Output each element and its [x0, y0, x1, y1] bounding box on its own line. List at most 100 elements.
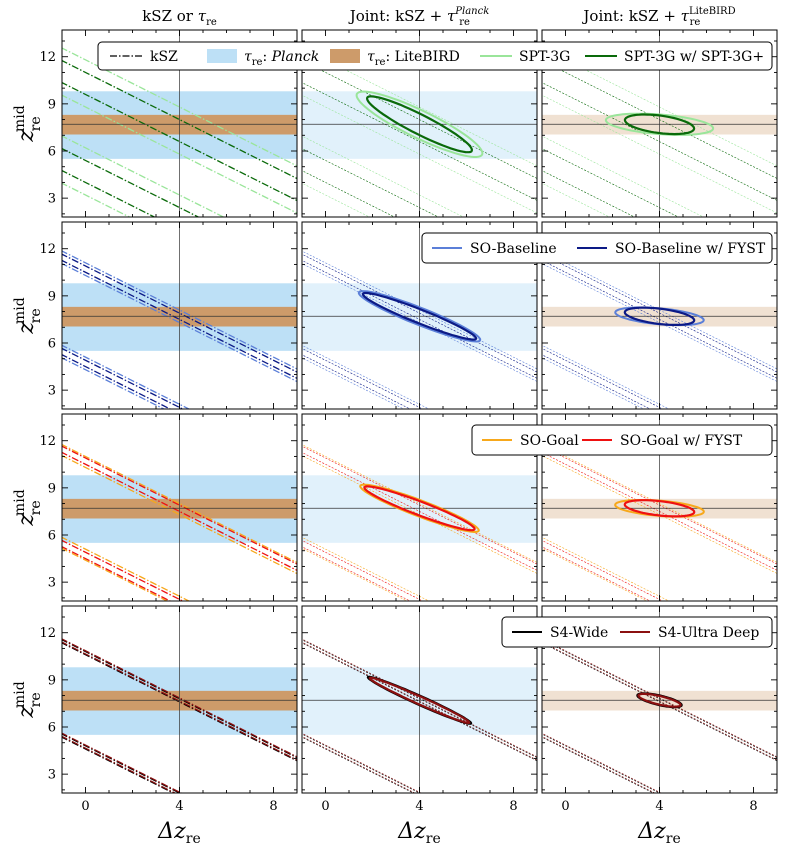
y-tick-value: 12: [39, 434, 56, 449]
y-tick-label: 12: [39, 242, 56, 257]
ksz-line-0-1-1: [62, 536, 191, 601]
ksz-line-0-1-0: [62, 547, 169, 601]
legend-ksz-label: kSZ: [150, 49, 178, 65]
panel-r2-c1: 3 6 9 12 zmidre: [12, 221, 298, 410]
legend-series-label: S4-Ultra Deep: [658, 625, 759, 641]
ksz-line-0-1-0: [62, 736, 175, 793]
x-tick-value: 8: [269, 799, 277, 814]
legend-series-text: S4-Ultra Deep: [658, 625, 759, 641]
title-tau: τ: [447, 7, 456, 25]
ticks: [302, 414, 538, 601]
x-tick-label: 8: [749, 799, 757, 814]
x-axis-label: Δzre: [637, 819, 680, 847]
ksz-line-0-1-0: [542, 736, 654, 793]
y-tick-value: 12: [39, 50, 56, 65]
y-tick-label: 3: [48, 192, 56, 207]
ksz-line-0-0-0: [62, 642, 297, 762]
legend-row-4: S4-Wide S4-Ultra Deep: [501, 616, 773, 648]
legend-series-label: SO-Baseline w/ FYST: [615, 241, 766, 257]
xlabel-main: Δz: [157, 819, 186, 844]
panel-content: [302, 606, 537, 793]
ksz-line-1-1-0: [542, 736, 656, 793]
ksz-line-0-1-0: [302, 182, 371, 217]
ylabel-main: z: [14, 706, 39, 719]
ksz-line-1-0-0: [62, 451, 297, 572]
legend-series-label: SO-Goal w/ FYST: [620, 433, 743, 449]
y-axis-label: zmidre: [12, 105, 44, 142]
xlabel-main: Δz: [397, 819, 426, 844]
contour-ellipse-1: [623, 113, 696, 136]
ksz-line-1-1-0: [62, 354, 172, 409]
ksz-line-0-0-1: [62, 47, 297, 167]
ksz-line-0-0-0: [62, 94, 297, 214]
ksz-line-0-1-0: [302, 548, 408, 601]
panel-r3-c2: [301, 413, 538, 602]
panel-r2-c2: [301, 221, 538, 410]
column-title-2: Joint: kSZ + τPlanck re: [348, 6, 490, 28]
ksz-line-1-0-0: [542, 82, 777, 201]
ylabel-sub: re: [28, 308, 44, 323]
x-tick-label: 8: [269, 799, 277, 814]
panel-r3-c1: 3 6 9 12 zmidre: [12, 413, 298, 602]
x-tick-value: 8: [749, 799, 757, 814]
legend-series-text: SPT-3G w/ SPT-3G+: [624, 49, 764, 65]
y-axis-label: zmidre: [12, 489, 44, 526]
ksz-line-1-0-0: [62, 81, 297, 202]
ksz-line-0-1-0: [542, 182, 611, 217]
legend-series-label: SPT-3G w/ SPT-3G+: [624, 49, 764, 65]
y-tick-value: 6: [48, 145, 56, 160]
legend-frame: [471, 424, 773, 456]
legend-series-label: SO-Baseline: [470, 241, 557, 257]
panel-r1-c2: [301, 29, 538, 218]
ksz-line-0-0-1: [62, 639, 297, 759]
ylabel-sup: mid: [12, 681, 28, 708]
ylabel-sub: re: [28, 116, 44, 131]
title-prefix: kSZ or: [142, 7, 198, 25]
ksz-line-1-1-0: [542, 546, 651, 601]
contour-ellipse-1: [363, 485, 476, 532]
panel-r2-c3: [541, 221, 778, 410]
panel-r3-c3: [541, 413, 778, 602]
legend-series-label: SO-Goal: [520, 433, 579, 449]
y-tick-value: 9: [48, 673, 56, 688]
x-tick-value: 0: [561, 799, 569, 814]
y-tick-label: 12: [39, 626, 56, 641]
legend-frame: [97, 41, 773, 71]
y-tick-value: 12: [39, 626, 56, 641]
ksz-line-0-0-0: [62, 454, 297, 575]
legend-series-text: SO-Goal: [520, 433, 579, 449]
ksz-line-0-1-0: [302, 736, 414, 793]
x-tick-label: 8: [509, 799, 517, 814]
ticks: [542, 30, 778, 217]
x-tick-label: 0: [81, 799, 89, 814]
ksz-line-1-0-1: [62, 59, 297, 180]
y-tick-label: 3: [48, 384, 56, 399]
legend-colon: :: [262, 49, 271, 65]
ksz-line-1-1-0: [302, 354, 411, 409]
ksz-line-1-1-1: [542, 348, 664, 409]
x-tick-label: 4: [415, 799, 423, 814]
y-tick-label: 6: [48, 721, 56, 736]
ksz-line-0-1-0: [542, 357, 645, 409]
y-tick-value: 3: [48, 768, 56, 783]
legend-series-text: SPT-3G: [519, 49, 570, 65]
panel-content: [542, 414, 777, 601]
y-tick-label: 9: [48, 673, 56, 688]
ksz-line-1-0-1: [62, 638, 297, 758]
y-tick-label: 9: [48, 481, 56, 496]
ksz-line-1-0-1: [62, 445, 297, 565]
ylabel-sup: mid: [12, 489, 28, 516]
y-tick-value: 6: [48, 721, 56, 736]
column-title-1: kSZ or τre: [142, 7, 217, 28]
legend-series-text: SO-Baseline: [470, 241, 557, 257]
ylabel-main: z: [14, 514, 39, 527]
title-sup: Planck: [454, 6, 489, 17]
title-prefix: Joint: kSZ +: [581, 7, 680, 25]
y-tick-value: 3: [48, 576, 56, 591]
panel-r1-c3: [541, 29, 778, 218]
xlabel-sub: re: [426, 831, 441, 847]
ticks: [62, 30, 298, 217]
ksz-line-1-1-1: [62, 732, 183, 793]
legend-tau-sub: re: [252, 57, 263, 68]
panel-content: [542, 30, 777, 217]
